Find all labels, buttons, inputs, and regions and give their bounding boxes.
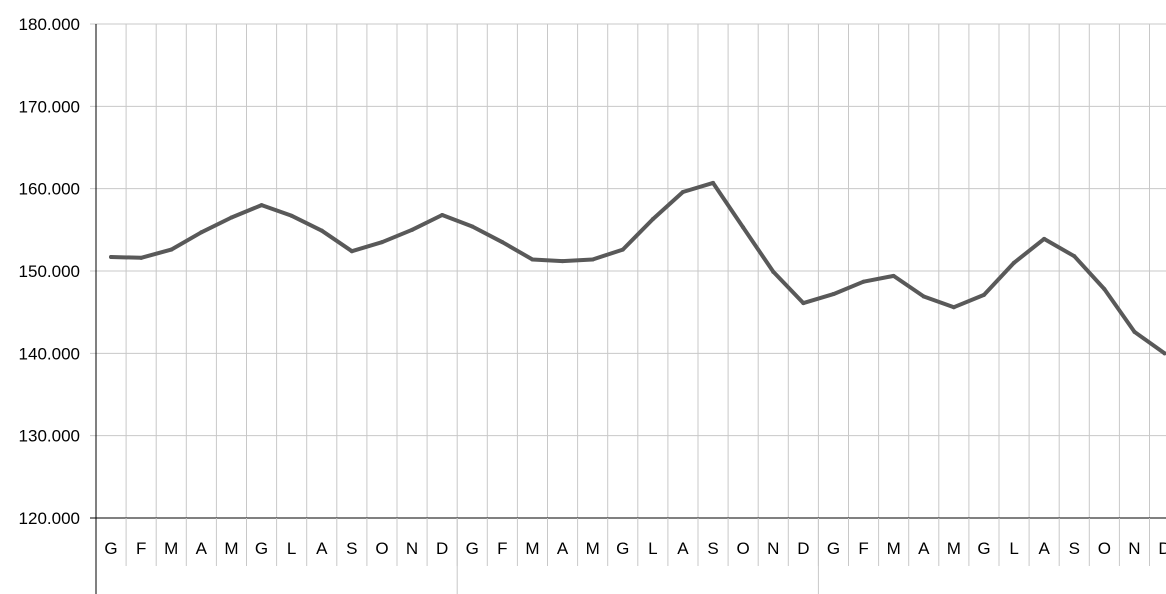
y-axis-tick-labels: 120.000 130.000 140.000 150.000 160.000 170.0…	[19, 15, 80, 528]
series-line	[109, 180, 1166, 356]
horizontal-grid	[90, 23, 1166, 519]
data-point	[440, 213, 445, 218]
data-point	[861, 279, 866, 284]
data-point	[650, 217, 655, 222]
y-tick-label: 170.000	[19, 97, 80, 116]
data-point	[771, 269, 776, 274]
data-point	[1072, 254, 1077, 259]
data-point	[319, 228, 324, 233]
month-tick-label: G	[466, 539, 479, 558]
y-tick-label: 180.000	[19, 15, 80, 34]
month-tick-label: G	[977, 539, 990, 558]
data-point	[801, 301, 806, 306]
month-tick-label: M	[947, 539, 961, 558]
data-point	[741, 225, 746, 230]
data-point	[500, 240, 505, 245]
data-point	[109, 255, 114, 260]
month-tick-label: F	[497, 539, 507, 558]
month-tick-label: M	[887, 539, 901, 558]
month-tick-label: G	[255, 539, 268, 558]
data-point	[680, 189, 685, 194]
data-point	[199, 230, 204, 235]
data-point	[620, 247, 625, 252]
data-point	[1012, 260, 1017, 265]
month-tick-label: A	[316, 539, 328, 558]
month-tick-label: L	[1009, 539, 1018, 558]
data-series	[109, 180, 1166, 356]
data-point	[470, 224, 475, 229]
data-point	[560, 259, 565, 264]
month-tick-label: F	[136, 539, 146, 558]
month-tick-label: L	[287, 539, 296, 558]
month-tick-label: M	[164, 539, 178, 558]
month-tick-label: A	[1038, 539, 1050, 558]
month-tick-label: A	[196, 539, 208, 558]
data-point	[1102, 287, 1107, 292]
month-tick-label: G	[827, 539, 840, 558]
month-tick-label: M	[224, 539, 238, 558]
month-tick-label: S	[346, 539, 357, 558]
data-point	[169, 247, 174, 252]
y-tick-label: 160.000	[19, 180, 80, 199]
month-tick-label: L	[648, 539, 657, 558]
month-tick-label: S	[707, 539, 718, 558]
month-tick-label: N	[406, 539, 418, 558]
y-tick-label: 150.000	[19, 262, 80, 281]
data-point	[711, 180, 716, 185]
data-point	[1162, 351, 1166, 356]
month-tick-label: G	[616, 539, 629, 558]
month-tick-label: D	[436, 539, 448, 558]
data-point	[921, 294, 926, 299]
month-tick-label: S	[1069, 539, 1080, 558]
data-point	[530, 257, 535, 262]
data-point	[1132, 329, 1137, 334]
data-point	[259, 203, 264, 208]
data-point	[289, 213, 294, 218]
data-point	[981, 292, 986, 297]
x-axis: GFMAMGLASONDGFMAMGLASONDGFMAMGLASOND2010…	[95, 24, 1166, 594]
month-tick-label: A	[557, 539, 569, 558]
month-tick-label: D	[1158, 539, 1166, 558]
month-tick-label: N	[1128, 539, 1140, 558]
month-tick-label: O	[375, 539, 388, 558]
y-tick-label: 140.000	[19, 344, 80, 363]
data-point	[891, 273, 896, 278]
data-point	[349, 249, 354, 254]
month-tick-label: D	[797, 539, 809, 558]
y-tick-label: 120.000	[19, 509, 80, 528]
data-point	[229, 215, 234, 220]
month-tick-label: N	[767, 539, 779, 558]
month-tick-label: M	[586, 539, 600, 558]
y-tick-label: 130.000	[19, 427, 80, 446]
month-tick-label: O	[1098, 539, 1111, 558]
month-tick-label: M	[525, 539, 539, 558]
data-point	[379, 240, 384, 245]
data-point	[831, 292, 836, 297]
month-tick-label: A	[677, 539, 689, 558]
data-point	[139, 255, 144, 260]
month-tick-label: O	[737, 539, 750, 558]
month-tick-label: F	[858, 539, 868, 558]
month-tick-label: G	[104, 539, 117, 558]
data-point	[951, 305, 956, 310]
data-point	[1042, 236, 1047, 241]
data-point	[410, 227, 415, 232]
data-point	[590, 257, 595, 262]
month-tick-label: A	[918, 539, 930, 558]
